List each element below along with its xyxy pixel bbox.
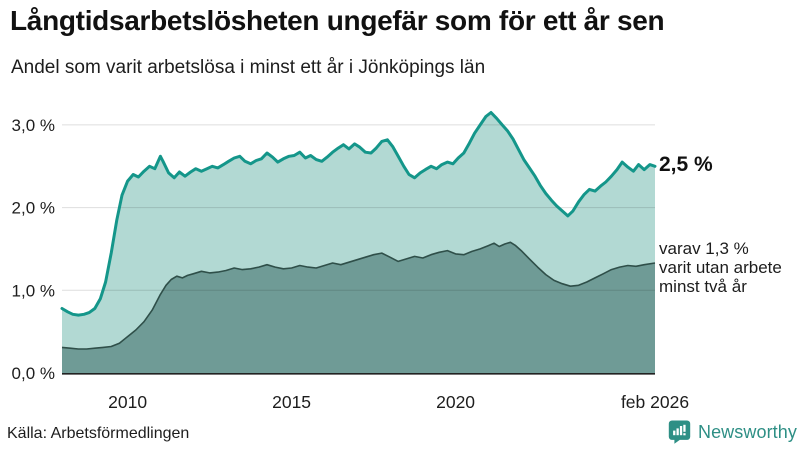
x-tick-label-2: 2020 xyxy=(436,392,475,412)
x-tick-label-1: 2015 xyxy=(272,392,311,412)
secondary-value-annotation: varav 1,3 % varit utan arbete minst två … xyxy=(659,239,782,296)
line-series-1 xyxy=(61,241,656,350)
area-fill-series-1 xyxy=(62,242,655,373)
latest-value-label: 2,5 % xyxy=(659,153,713,176)
brand-name: Newsworthy xyxy=(697,421,797,442)
y-tick-label-3: 3,0 % xyxy=(12,116,55,135)
annotation-line-3: minst två år xyxy=(659,277,747,296)
y-tick-label-2: 2,0 % xyxy=(12,199,55,218)
bar-chart-speech-bubble-icon xyxy=(668,420,691,444)
x-tick-label-0: 2010 xyxy=(108,392,147,412)
source-attribution: Källa: Arbetsförmedlingen xyxy=(7,425,190,442)
page-title: Långtidsarbetslösheten ungefär som för e… xyxy=(10,5,665,36)
annotation-line-1: varav 1,3 % xyxy=(659,239,749,258)
x-tick-label-3: feb 2026 xyxy=(621,392,689,412)
chart-subtitle: Andel som varit arbetslösa i minst ett å… xyxy=(11,57,486,78)
y-tick-label-0: 0,0 % xyxy=(12,364,55,383)
line-series-0 xyxy=(60,111,657,317)
annotation-line-2: varit utan arbete xyxy=(659,258,782,277)
y-tick-label-1: 1,0 % xyxy=(12,281,55,300)
newsworthy-logo[interactable]: Newsworthy xyxy=(668,420,797,444)
